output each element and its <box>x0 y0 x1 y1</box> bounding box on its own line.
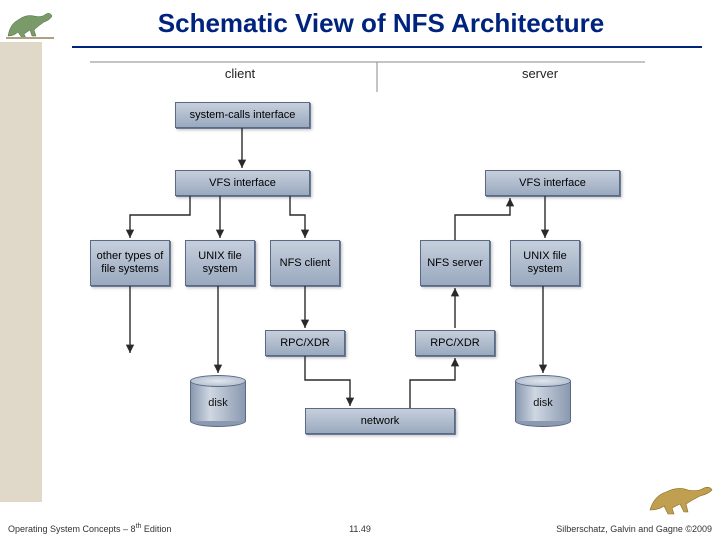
title-area: Schematic View of NFS Architecture <box>42 0 720 48</box>
footer-left-post: Edition <box>141 524 171 534</box>
diagram-arrows <box>90 60 660 480</box>
footer: Operating System Concepts – 8th Edition … <box>0 516 720 540</box>
title-underline <box>72 46 702 48</box>
footer-left: Operating System Concepts – 8th Edition <box>8 523 171 534</box>
footer-right: Silberschatz, Galvin and Gagne ©2009 <box>556 524 712 534</box>
slide-title: Schematic View of NFS Architecture <box>42 0 720 39</box>
dinosaur-icon-bottom <box>644 476 716 518</box>
footer-center: 11.49 <box>349 524 371 534</box>
slide-sidebar <box>0 42 42 502</box>
nfs-diagram: client server system-calls interface VFS… <box>90 60 660 480</box>
footer-left-pre: Operating System Concepts – 8 <box>8 524 136 534</box>
